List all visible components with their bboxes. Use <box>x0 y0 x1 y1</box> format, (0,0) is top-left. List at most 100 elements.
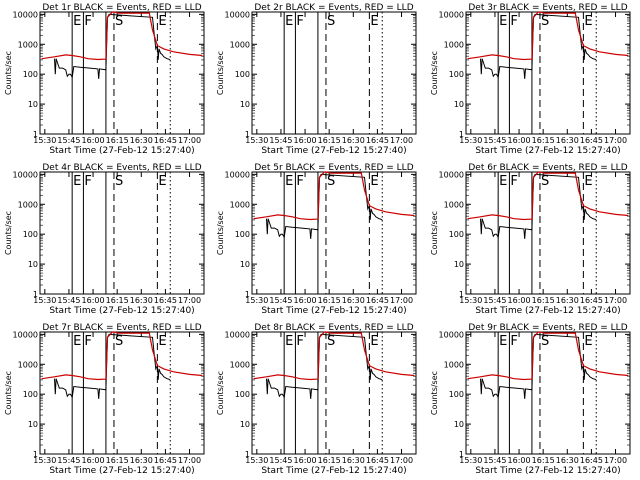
time-marker-label: S <box>541 334 549 349</box>
y-tick-label: 1000 <box>18 200 38 209</box>
chart-panel: Det 1r BLACK = Events, RED = LLD 1 10 100 10… <box>4 3 205 156</box>
x-tick-label: 17:00 <box>604 296 627 305</box>
panel-title: Det 5r BLACK = Events, RED = LLD <box>254 163 413 173</box>
x-tick-label: 15:30 <box>245 296 268 305</box>
y-tick-label: 1000 <box>444 360 464 369</box>
y-tick-label: 100 <box>449 390 464 399</box>
series-lld-line <box>467 171 629 221</box>
y-tick-label: 10000 <box>225 10 250 19</box>
y-tick-label: 100 <box>235 70 250 79</box>
time-marker-label: S <box>541 174 549 189</box>
y-tick-label: 100 <box>449 230 464 239</box>
time-marker-label: E <box>499 334 507 349</box>
y-axis-label: Counts/sec <box>430 211 439 255</box>
time-marker-label: S <box>541 14 549 29</box>
series-lld-line <box>41 11 203 61</box>
x-tick-label: 15:45 <box>269 456 292 465</box>
y-tick-label: 10 <box>28 420 38 429</box>
y-tick-label: 10 <box>240 420 250 429</box>
chart-panel: Det 7r BLACK = Events, RED = LLD 1 10 100 10… <box>4 323 205 476</box>
y-tick-label: 1 <box>33 130 38 139</box>
x-tick-label: 15:30 <box>33 456 56 465</box>
time-marker-label: E <box>73 334 81 349</box>
x-tick-label: 16:30 <box>342 136 365 145</box>
x-axis-label: Start Time (27-Feb-12 15:27:40) <box>261 306 406 316</box>
x-tick-label: 16:30 <box>130 136 153 145</box>
x-tick-label: 16:15 <box>106 296 129 305</box>
x-axis-label: Start Time (27-Feb-12 15:27:40) <box>49 306 194 316</box>
x-axis-label: Start Time (27-Feb-12 15:27:40) <box>261 466 406 476</box>
x-tick-label: 16:30 <box>342 456 365 465</box>
x-tick-label: 16:00 <box>82 456 105 465</box>
y-tick-label: 100 <box>23 390 38 399</box>
series-events-line <box>480 13 597 79</box>
y-axis-label: Counts/sec <box>4 51 13 95</box>
y-tick-label: 10000 <box>225 170 250 179</box>
x-tick-label: 17:00 <box>390 296 413 305</box>
y-tick-label: 1000 <box>444 200 464 209</box>
series-events-line <box>480 333 597 399</box>
x-tick-label: 16:15 <box>106 136 129 145</box>
y-tick-label: 10 <box>454 420 464 429</box>
x-tick-label: 16:00 <box>508 456 531 465</box>
x-tick-label: 16:30 <box>556 296 579 305</box>
y-tick-label: 1000 <box>18 40 38 49</box>
time-marker-label: F <box>84 174 91 189</box>
x-tick-label: 16:30 <box>342 296 365 305</box>
series-events-line <box>266 173 383 239</box>
panel-title: Det 4r BLACK = Events, RED = LLD <box>42 163 201 173</box>
time-marker-label: E <box>499 14 507 29</box>
x-tick-label: 16:45 <box>366 456 389 465</box>
time-marker-label: F <box>296 334 303 349</box>
x-tick-label: 15:30 <box>245 456 268 465</box>
y-tick-label: 10000 <box>439 330 464 339</box>
time-marker-label: F <box>84 334 91 349</box>
y-tick-label: 1 <box>33 450 38 459</box>
x-tick-label: 16:15 <box>318 456 341 465</box>
y-tick-label: 10000 <box>13 170 38 179</box>
panel-title: Det 6r BLACK = Events, RED = LLD <box>468 163 627 173</box>
time-marker-label: E <box>285 14 293 29</box>
y-tick-label: 100 <box>23 230 38 239</box>
panel-title: Det 7r BLACK = Events, RED = LLD <box>42 323 201 333</box>
time-marker-label: E <box>285 334 293 349</box>
x-tick-label: 17:00 <box>604 136 627 145</box>
y-tick-label: 10000 <box>225 330 250 339</box>
series-events-line <box>54 13 171 79</box>
x-tick-label: 16:15 <box>318 136 341 145</box>
x-tick-label: 16:00 <box>294 456 317 465</box>
x-axis-label: Start Time (27-Feb-12 15:27:40) <box>475 466 620 476</box>
time-marker-label: S <box>115 334 123 349</box>
x-tick-label: 16:00 <box>294 136 317 145</box>
y-tick-label: 1000 <box>18 360 38 369</box>
time-marker-label: S <box>115 174 123 189</box>
x-tick-label: 16:30 <box>130 296 153 305</box>
x-tick-label: 16:00 <box>294 296 317 305</box>
y-tick-label: 100 <box>235 230 250 239</box>
time-marker-label: E <box>584 14 592 29</box>
time-marker-label: E <box>584 334 592 349</box>
time-marker-label: E <box>285 174 293 189</box>
x-tick-label: 17:00 <box>390 456 413 465</box>
series-events-line <box>266 333 383 399</box>
y-tick-label: 1000 <box>230 40 250 49</box>
x-tick-label: 16:45 <box>154 456 177 465</box>
x-axis-label: Start Time (27-Feb-12 15:27:40) <box>49 146 194 156</box>
x-tick-label: 15:30 <box>459 456 482 465</box>
time-marker-label: F <box>296 174 303 189</box>
y-axis-label: Counts/sec <box>216 211 225 255</box>
plot-frame <box>465 171 631 295</box>
y-tick-label: 100 <box>235 390 250 399</box>
x-axis-label: Start Time (27-Feb-12 15:27:40) <box>49 466 194 476</box>
plot-frame <box>251 331 417 455</box>
time-marker-label: S <box>327 334 335 349</box>
x-axis-label: Start Time (27-Feb-12 15:27:40) <box>475 306 620 316</box>
y-tick-label: 10 <box>28 260 38 269</box>
y-tick-label: 1000 <box>230 200 250 209</box>
y-tick-label: 1 <box>459 290 464 299</box>
y-tick-label: 10 <box>454 100 464 109</box>
x-tick-label: 15:45 <box>57 296 80 305</box>
x-tick-label: 15:45 <box>483 296 506 305</box>
plot-frame <box>465 11 631 135</box>
